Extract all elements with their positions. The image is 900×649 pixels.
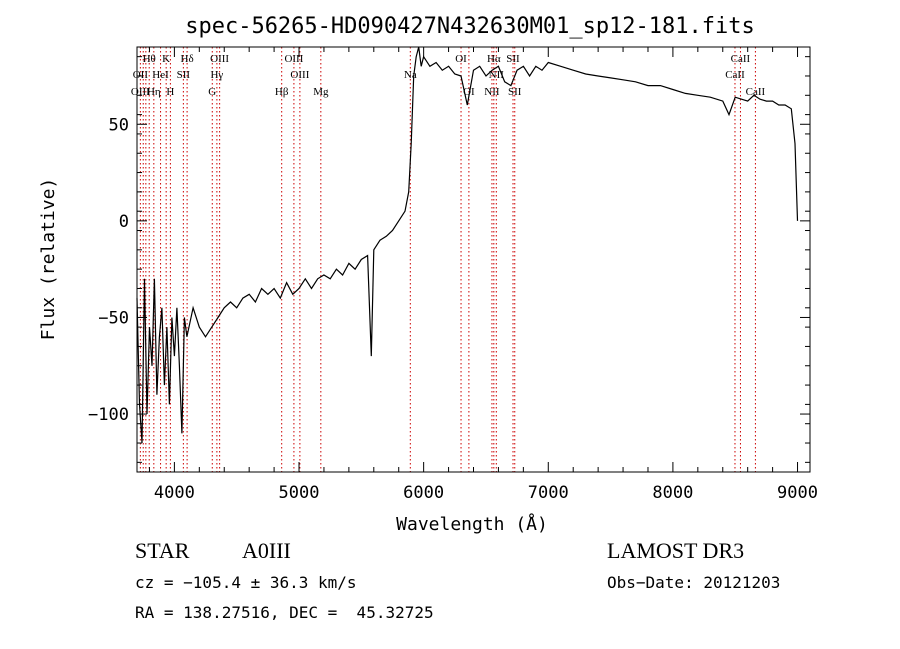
survey-name: LAMOST DR3	[607, 538, 745, 563]
spectral-line-label: OIII	[284, 53, 303, 65]
object-type: STAR	[135, 538, 190, 563]
spectral-line-label: G	[208, 86, 216, 98]
y-tick-label: 0	[119, 212, 129, 232]
spectral-line-label: OI	[455, 53, 467, 65]
x-tick-label: 5000	[279, 483, 320, 503]
spectral-line-label: H	[166, 86, 174, 98]
spectral-line-label: SII	[506, 53, 520, 65]
spectral-line-label: Hθ	[143, 53, 156, 65]
spectral-line-label: Hδ	[181, 53, 194, 65]
spectral-line-label: CaII	[725, 69, 745, 81]
spectral-line-label: HeI	[152, 69, 169, 81]
spectral-line-label: OIII	[131, 86, 150, 98]
spectral-line-label: K	[162, 53, 170, 65]
spectral-line-label: NII	[484, 86, 500, 98]
spectral-line-label: Hα	[487, 53, 501, 65]
spectral-line-label: SII	[177, 69, 191, 81]
x-tick-label: 6000	[403, 483, 444, 503]
spectral-line-label: CaII	[746, 86, 766, 98]
spectral-line-label: Hγ	[210, 69, 223, 81]
spectral-line-label: Hβ	[275, 86, 289, 98]
coordinates: RA = 138.27516, DEC = 45.32725	[135, 603, 434, 622]
spectral-line-markers	[139, 47, 756, 472]
x-tick-label: 8000	[652, 483, 693, 503]
y-tick-label: −100	[88, 405, 129, 425]
spectral-line-label: Mg	[313, 86, 329, 98]
y-tick-label: −50	[98, 308, 129, 328]
y-axis-label: Flux (relative)	[38, 178, 59, 341]
spectral-line-label: SII	[508, 86, 522, 98]
spectral-line-label: OIII	[290, 69, 309, 81]
x-tick-label: 9000	[777, 483, 818, 503]
x-axis-ticks: 4000 5000 6000 7000 8000 9000	[148, 47, 818, 503]
y-tick-label: 50	[109, 115, 129, 135]
spectral-line-label: CaII	[731, 53, 751, 65]
x-axis-label: Wavelength (Å)	[396, 513, 548, 535]
obs-date: Obs−Date: 20121203	[607, 573, 781, 592]
x-tick-label: 7000	[528, 483, 569, 503]
spectral-line-label: OII	[133, 69, 149, 81]
spectral-line-label: OIII	[210, 53, 229, 65]
y-axis-ticks: −100 −50 0 50	[88, 56, 810, 463]
spectrum-line	[136, 46, 799, 444]
redshift-text: cz = −105.4 ± 36.3 km/s	[135, 573, 357, 592]
object-subclass: A0III	[242, 538, 291, 563]
x-tick-label: 4000	[154, 483, 195, 503]
spectral-line-label: Hη	[147, 86, 161, 98]
chart-title: spec-56265-HD090427N432630M01_sp12-181.f…	[185, 14, 755, 39]
plot-frame	[136, 46, 811, 473]
